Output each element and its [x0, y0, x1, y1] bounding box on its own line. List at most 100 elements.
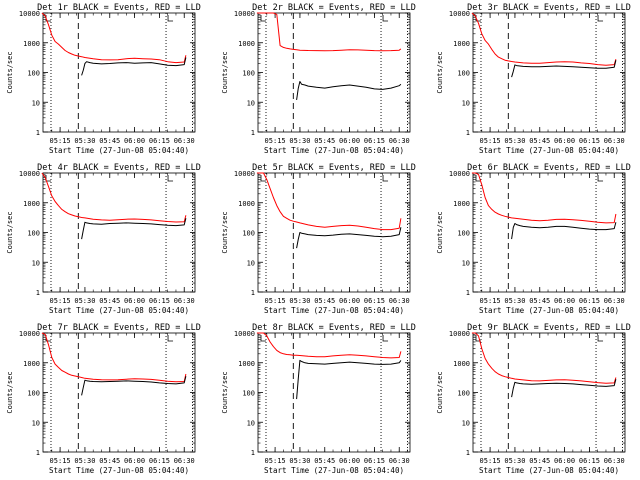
x-tick-label: 05:45 [529, 297, 550, 305]
events-series-line [296, 227, 402, 249]
x-axis-label: Start Time (27-Jun-08 05:04:40) [49, 466, 189, 475]
detector-panel: Det 6r BLACK = Events, RED = LLD 1 10 100 10… [436, 163, 631, 315]
x-tick-label: 05:15 [265, 457, 286, 465]
lld-series-line [256, 332, 402, 359]
x-tick-label: 05:15 [50, 457, 71, 465]
x-axis-label: Start Time (27-Jun-08 05:04:40) [479, 146, 619, 155]
corner-bracket-glyph [260, 15, 266, 22]
detector-panel: Det 3r BLACK = Events, RED = LLD 1 10 100 10… [436, 3, 631, 155]
detector-panel: Det 2r BLACK = Events, RED = LLD 1 10 100 10… [221, 3, 416, 155]
y-tick-label: 1000 [23, 200, 40, 208]
y-tick-label: 100 [457, 70, 470, 78]
panel-title: Det 9r BLACK = Events, RED = LLD [467, 323, 631, 333]
y-tick-label: 1 [36, 129, 40, 137]
y-tick-label: 10000 [234, 10, 255, 18]
x-tick-label: 05:45 [99, 457, 120, 465]
corner-bracket-glyph [382, 15, 389, 22]
y-tick-label: 10000 [449, 10, 470, 18]
x-tick-label: 06:00 [339, 457, 360, 465]
x-tick-label: 06:00 [339, 297, 360, 305]
panel-title: Det 3r BLACK = Events, RED = LLD [467, 3, 631, 13]
y-tick-label: 1 [251, 129, 255, 137]
y-tick-label: 10 [32, 419, 40, 427]
corner-bracket-glyph [382, 335, 389, 342]
x-tick-label: 05:30 [74, 457, 95, 465]
x-tick-label: 05:45 [314, 297, 335, 305]
x-tick-label: 05:30 [289, 457, 310, 465]
x-tick-label: 05:15 [480, 137, 501, 145]
x-tick-label: 06:30 [389, 457, 410, 465]
x-tick-label: 05:30 [74, 297, 95, 305]
y-tick-label: 1 [466, 289, 470, 297]
y-tick-label: 10000 [449, 330, 470, 338]
y-axis-label: Counts/sec [221, 51, 229, 93]
x-tick-label: 06:15 [149, 457, 170, 465]
x-tick-label: 05:30 [289, 297, 310, 305]
detector-panel: Det 1r BLACK = Events, RED = LLD 1 10 100 10… [6, 3, 201, 155]
y-axis-label: Counts/sec [436, 211, 444, 253]
y-tick-label: 1000 [23, 40, 40, 48]
x-tick-label: 06:00 [124, 137, 145, 145]
x-tick-label: 05:45 [529, 137, 550, 145]
detector-panel: Det 9r BLACK = Events, RED = LLD 1 10 100 10… [436, 323, 631, 475]
x-tick-label: 06:15 [579, 457, 600, 465]
x-tick-label: 06:30 [174, 457, 195, 465]
x-axis-label: Start Time (27-Jun-08 05:04:40) [479, 306, 619, 315]
x-tick-label: 05:45 [314, 137, 335, 145]
corner-bracket-glyph [167, 335, 174, 342]
y-tick-label: 1 [251, 289, 255, 297]
corner-bracket-glyph [597, 175, 604, 182]
x-tick-label: 05:30 [504, 457, 525, 465]
x-tick-label: 06:30 [174, 297, 195, 305]
y-tick-label: 1 [36, 449, 40, 457]
detector-panel: Det 7r BLACK = Events, RED = LLD 1 10 100 10… [6, 323, 201, 475]
y-tick-label: 10 [462, 99, 470, 107]
lld-series-line [471, 172, 617, 224]
y-tick-label: 1000 [453, 200, 470, 208]
events-series-line [296, 359, 402, 400]
y-axis-label: Counts/sec [6, 371, 14, 413]
x-tick-label: 06:15 [149, 297, 170, 305]
y-axis-label: Counts/sec [6, 51, 14, 93]
x-tick-label: 06:15 [364, 137, 385, 145]
y-tick-label: 10 [462, 419, 470, 427]
corner-bracket-glyph [475, 175, 481, 182]
lld-series-line [41, 12, 187, 64]
x-tick-label: 06:30 [604, 137, 625, 145]
x-tick-label: 05:45 [99, 137, 120, 145]
y-tick-label: 100 [457, 390, 470, 398]
x-tick-label: 06:30 [389, 137, 410, 145]
detector-panel: Det 5r BLACK = Events, RED = LLD 1 10 100 10… [221, 163, 416, 315]
y-tick-label: 100 [242, 70, 255, 78]
x-axis-label: Start Time (27-Jun-08 05:04:40) [479, 466, 619, 475]
corner-bracket-glyph [167, 175, 174, 182]
x-tick-label: 06:00 [124, 297, 145, 305]
x-axis-label: Start Time (27-Jun-08 05:04:40) [49, 306, 189, 315]
x-tick-label: 06:30 [604, 457, 625, 465]
events-series-line [81, 57, 187, 76]
lld-series-line [41, 332, 187, 383]
y-tick-label: 1000 [23, 360, 40, 368]
panel-title: Det 7r BLACK = Events, RED = LLD [37, 323, 201, 333]
x-tick-label: 05:15 [265, 137, 286, 145]
lld-series-line [256, 12, 402, 52]
y-tick-label: 1 [466, 449, 470, 457]
x-axis-label: Start Time (27-Jun-08 05:04:40) [264, 146, 404, 155]
y-tick-label: 1000 [238, 360, 255, 368]
x-tick-label: 05:30 [289, 137, 310, 145]
y-axis-label: Counts/sec [436, 371, 444, 413]
x-tick-label: 06:00 [339, 137, 360, 145]
corner-bracket-glyph [597, 335, 604, 342]
y-tick-label: 10000 [19, 10, 40, 18]
panel-title: Det 5r BLACK = Events, RED = LLD [252, 163, 416, 173]
x-tick-label: 06:15 [579, 137, 600, 145]
x-tick-label: 05:45 [529, 457, 550, 465]
y-tick-label: 100 [242, 390, 255, 398]
x-tick-label: 06:00 [124, 457, 145, 465]
y-axis-label: Counts/sec [221, 371, 229, 413]
y-tick-label: 100 [242, 230, 255, 238]
x-tick-label: 06:15 [364, 457, 385, 465]
y-tick-label: 1000 [453, 40, 470, 48]
x-tick-label: 05:15 [50, 297, 71, 305]
corner-bracket-glyph [597, 15, 604, 22]
